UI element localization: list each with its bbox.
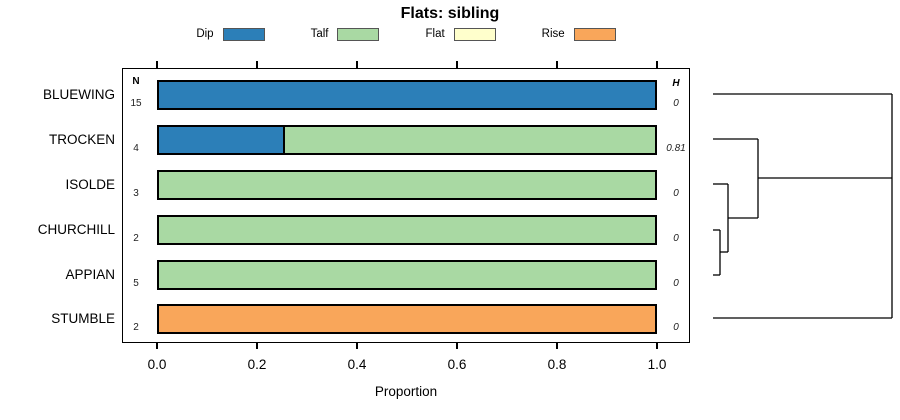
- y-axis-label: TROCKEN: [48, 132, 115, 147]
- chart-title: Flats: sibling: [400, 5, 500, 22]
- legend-label: Rise: [541, 28, 565, 40]
- x-tick-label: 0.0: [147, 357, 167, 372]
- legend-label: Talf: [310, 28, 329, 40]
- h-value: 0: [673, 322, 679, 333]
- n-value: 15: [130, 98, 142, 109]
- bar-segment-talf: [283, 127, 655, 153]
- x-tick-bottom: [156, 342, 158, 349]
- legend-swatch: [337, 27, 380, 41]
- x-tick-bottom: [356, 342, 358, 349]
- bar-row: [157, 215, 657, 245]
- x-tick-top: [456, 61, 458, 68]
- bar-segment-dip: [159, 82, 655, 108]
- legend-item-dip: Dip: [196, 27, 265, 41]
- n-value: 4: [133, 143, 139, 154]
- x-tick-bottom: [256, 342, 258, 349]
- legend-swatch: [222, 27, 265, 41]
- h-column-header: H: [672, 78, 680, 89]
- x-tick-label: 0.8: [547, 357, 567, 372]
- bar-segment-talf: [159, 262, 655, 288]
- n-column-header: N: [132, 76, 140, 87]
- x-tick-top: [156, 61, 158, 68]
- bar-row: [157, 125, 657, 155]
- n-value: 2: [133, 233, 139, 244]
- h-value: 0.81: [666, 143, 686, 154]
- x-tick-top: [556, 61, 558, 68]
- legend: Dip Talf Flat Rise: [122, 26, 690, 42]
- x-tick-bottom: [656, 342, 658, 349]
- bar-segment-rise: [159, 306, 655, 332]
- legend-swatch: [453, 27, 496, 41]
- x-tick-bottom: [456, 342, 458, 349]
- x-tick-top: [356, 61, 358, 68]
- h-value: 0: [673, 98, 679, 109]
- y-axis-label: APPIAN: [65, 267, 115, 282]
- n-value: 3: [133, 188, 139, 199]
- h-value: 0: [673, 233, 679, 244]
- plot-area: [122, 68, 690, 343]
- x-tick-label: 0.4: [347, 357, 367, 372]
- legend-item-talf: Talf: [310, 27, 380, 41]
- x-axis-title: Proportion: [374, 384, 438, 399]
- n-value: 5: [133, 278, 139, 289]
- bar-segment-dip: [159, 127, 283, 153]
- bar-row: [157, 80, 657, 110]
- x-tick-top: [256, 61, 258, 68]
- legend-item-flat: Flat: [425, 27, 496, 41]
- legend-label: Dip: [196, 28, 214, 40]
- x-tick-label: 0.2: [247, 357, 267, 372]
- n-value: 2: [133, 322, 139, 333]
- x-tick-bottom: [556, 342, 558, 349]
- h-value: 0: [673, 278, 679, 289]
- y-axis-label: ISOLDE: [65, 177, 115, 192]
- legend-item-rise: Rise: [541, 27, 616, 41]
- y-axis-label: CHURCHILL: [37, 222, 115, 237]
- x-tick-label: 0.6: [447, 357, 467, 372]
- bar-segment-talf: [159, 217, 655, 243]
- bar-row: [157, 260, 657, 290]
- bar-row: [157, 304, 657, 334]
- legend-label: Flat: [425, 28, 445, 40]
- h-value: 0: [673, 188, 679, 199]
- legend-swatch: [573, 27, 616, 41]
- y-axis-label: STUMBLE: [51, 311, 115, 326]
- bar-row: [157, 170, 657, 200]
- x-tick-top: [656, 61, 658, 68]
- x-tick-label: 1.0: [647, 357, 667, 372]
- y-axis-label: BLUEWING: [42, 87, 115, 102]
- bar-segment-talf: [159, 172, 655, 198]
